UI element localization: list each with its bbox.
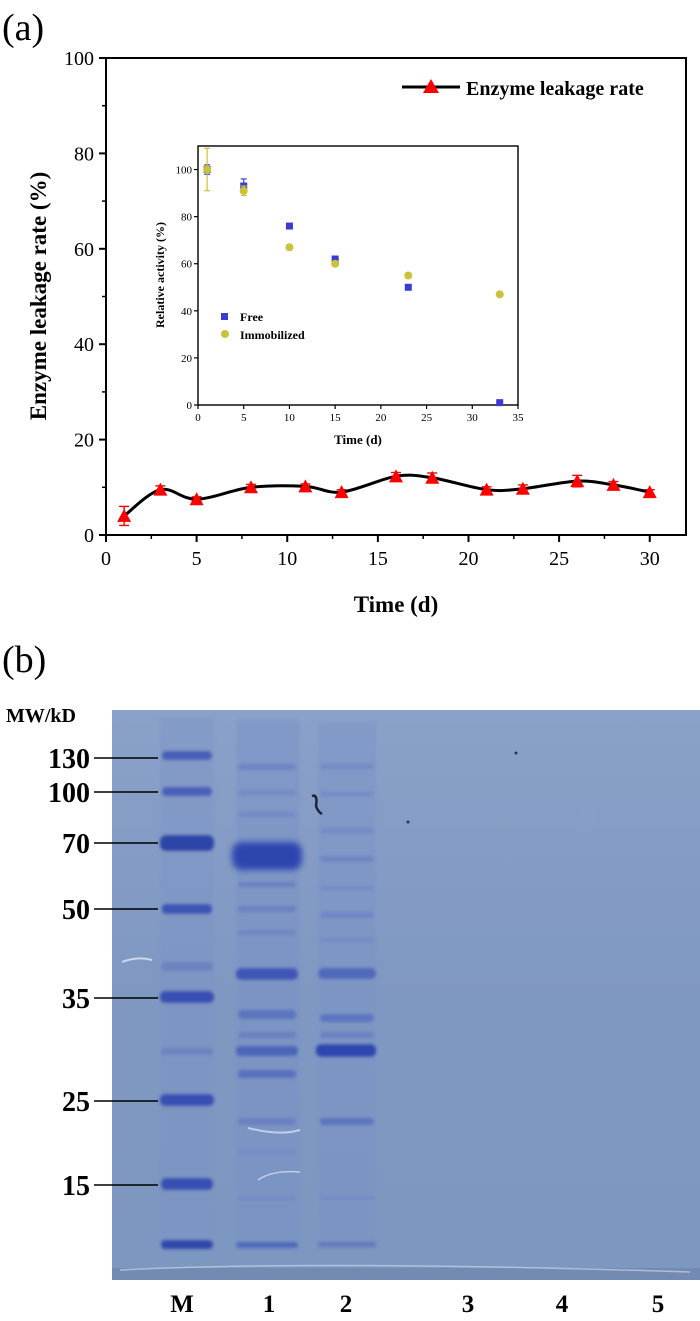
main-y-axis-label: Enzyme leakage rate (%) bbox=[26, 172, 51, 420]
legend-triangle-marker bbox=[423, 79, 439, 93]
main-x-tick-label: 15 bbox=[368, 548, 388, 570]
main-y-tick-label: 80 bbox=[74, 143, 94, 165]
mw-title: MW/kD bbox=[6, 705, 76, 727]
main-x-axis-label: Time (d) bbox=[354, 592, 439, 617]
main-x-tick-label: 10 bbox=[277, 548, 297, 570]
mw-marker-label: 15 bbox=[62, 1171, 90, 1202]
main-y-ticks: 0 20 40 60 80 100 bbox=[64, 48, 106, 547]
inset-free-point bbox=[404, 283, 412, 291]
main-y-tick-label: 100 bbox=[64, 48, 94, 70]
main-data-point bbox=[189, 492, 204, 506]
panel-b: (b) MW/kD bbox=[2, 639, 700, 1318]
lane-label: 2 bbox=[340, 1291, 353, 1318]
inset-y-tick-label: 100 bbox=[176, 165, 193, 177]
lane-M-bands bbox=[160, 718, 214, 1249]
inset-y-tick-label: 60 bbox=[181, 259, 193, 271]
lane-labels: M 1 2 3 4 5 bbox=[170, 1291, 664, 1318]
inset-x-axis-label: Time (d) bbox=[334, 432, 382, 447]
main-series bbox=[117, 469, 657, 527]
lane-1-bands bbox=[232, 720, 302, 1250]
inset-legend-free-label: Free bbox=[240, 310, 264, 324]
inset-y-ticks: 0 20 40 60 80 100 bbox=[176, 165, 198, 412]
main-x-tick-label: 20 bbox=[459, 548, 479, 570]
lane-label: M bbox=[170, 1291, 194, 1318]
inset-legend: Free Immobilized bbox=[221, 310, 305, 342]
inset-plot-frame bbox=[197, 145, 519, 406]
inset-immobilized-point bbox=[285, 243, 294, 252]
main-x-tick-label: 0 bbox=[101, 548, 111, 570]
panel-a-label: (a) bbox=[2, 7, 44, 49]
main-data-point bbox=[570, 474, 585, 488]
inset-x-tick-label: 15 bbox=[330, 412, 342, 424]
main-x-ticks: 0 5 10 15 20 25 30 bbox=[101, 535, 660, 570]
inset-immobilized-point bbox=[239, 186, 248, 195]
main-y-tick-label: 40 bbox=[74, 334, 94, 356]
main-data-point bbox=[334, 485, 349, 499]
inset-free-point bbox=[496, 399, 504, 407]
inset-x-tick-label: 20 bbox=[375, 412, 387, 424]
main-data-point bbox=[606, 477, 621, 491]
inset-y-tick-label: 80 bbox=[181, 212, 193, 224]
inset-x-tick-label: 10 bbox=[284, 412, 296, 424]
panel-b-label: (b) bbox=[2, 639, 46, 681]
inset-free-point bbox=[285, 222, 293, 230]
inset-x-ticks: 0 5 10 15 20 25 30 35 bbox=[195, 405, 524, 424]
main-data-point bbox=[389, 469, 403, 483]
main-data-point bbox=[515, 481, 530, 495]
inset-legend-immobilized-label: Immobilized bbox=[240, 328, 305, 342]
inset-legend-immobilized-marker bbox=[221, 330, 229, 338]
main-data-point bbox=[153, 482, 168, 496]
main-data-point bbox=[425, 470, 440, 484]
main-y-tick-label: 0 bbox=[84, 525, 94, 547]
inset-x-tick-label: 5 bbox=[241, 412, 247, 424]
inset-legend-free-marker bbox=[221, 313, 228, 320]
main-x-tick-label: 5 bbox=[192, 548, 202, 570]
lane-label: 5 bbox=[652, 1291, 665, 1318]
main-x-tick-label: 30 bbox=[640, 548, 660, 570]
mw-marker-label: 70 bbox=[62, 829, 90, 860]
mw-marker-label: 25 bbox=[62, 1087, 90, 1118]
inset-y-axis-label: Relative activity (%) bbox=[153, 222, 167, 328]
lane-label: 4 bbox=[556, 1291, 569, 1318]
main-data-point bbox=[117, 508, 132, 522]
lane-label: 3 bbox=[462, 1291, 475, 1318]
mw-marker-label: 130 bbox=[48, 744, 90, 775]
gel-image bbox=[112, 710, 700, 1280]
inset-free-point bbox=[331, 255, 339, 263]
mw-marker-label: 35 bbox=[62, 984, 90, 1015]
gel-bottom-edge bbox=[112, 1268, 700, 1280]
inset-immobilized-point bbox=[495, 290, 504, 299]
main-x-tick-label: 25 bbox=[549, 548, 569, 570]
main-data-point bbox=[642, 485, 657, 499]
inset-y-tick-label: 0 bbox=[187, 400, 193, 412]
lane-label: 1 bbox=[263, 1291, 276, 1318]
inset-x-tick-label: 30 bbox=[467, 412, 479, 424]
inset-immobilized-point bbox=[331, 259, 340, 268]
inset-chart: 0 5 10 15 20 25 30 35 0 20 40 60 80 100 Time (d) Rel… bbox=[153, 145, 524, 447]
main-series-line bbox=[123, 473, 651, 518]
inset-y-tick-label: 40 bbox=[181, 306, 193, 318]
inset-x-tick-label: 0 bbox=[195, 412, 201, 424]
main-data-point bbox=[298, 479, 313, 493]
inset-y-tick-label: 20 bbox=[181, 353, 193, 365]
gel-artifacts bbox=[119, 751, 691, 1273]
inset-x-tick-label: 25 bbox=[421, 412, 433, 424]
mw-marker-label: 100 bbox=[48, 778, 90, 809]
main-data-point bbox=[244, 480, 258, 494]
legend-label: Enzyme leakage rate bbox=[466, 78, 644, 100]
main-data-point bbox=[479, 482, 494, 496]
main-y-tick-label: 60 bbox=[74, 239, 94, 261]
inset-series bbox=[203, 147, 504, 407]
main-legend: Enzyme leakage rate bbox=[402, 78, 644, 100]
main-y-tick-label: 20 bbox=[74, 430, 94, 452]
mw-marker-label: 50 bbox=[62, 895, 90, 926]
lane-2-bands bbox=[316, 722, 376, 1250]
inset-immobilized-point bbox=[404, 271, 413, 280]
inset-immobilized-point bbox=[203, 165, 212, 174]
inset-x-tick-label: 35 bbox=[513, 412, 525, 424]
